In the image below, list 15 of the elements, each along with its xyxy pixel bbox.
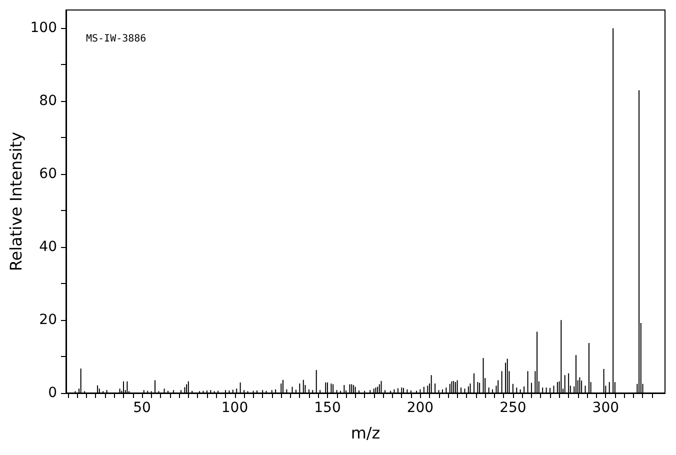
annotation: MS-IW-3886 bbox=[86, 34, 146, 44]
y-tick-label: 60 bbox=[39, 166, 57, 182]
y-tick-label: 0 bbox=[48, 385, 57, 401]
y-tick-label: 20 bbox=[39, 312, 57, 328]
x-tick-label: 50 bbox=[133, 400, 151, 416]
x-tick-label: 250 bbox=[500, 400, 526, 416]
x-tick-label: 200 bbox=[406, 400, 434, 416]
x-axis-title: m/z bbox=[350, 424, 380, 442]
y-tick-label: 40 bbox=[39, 239, 57, 256]
x-tick-label: 150 bbox=[314, 400, 341, 416]
x-tick-label: 100 bbox=[221, 400, 248, 416]
y-tick-label: 80 bbox=[39, 93, 57, 110]
y-axis-title: Relative Intensity bbox=[6, 132, 26, 272]
x-tick-label: 300 bbox=[592, 400, 620, 416]
y-tick-label: 100 bbox=[30, 20, 57, 36]
